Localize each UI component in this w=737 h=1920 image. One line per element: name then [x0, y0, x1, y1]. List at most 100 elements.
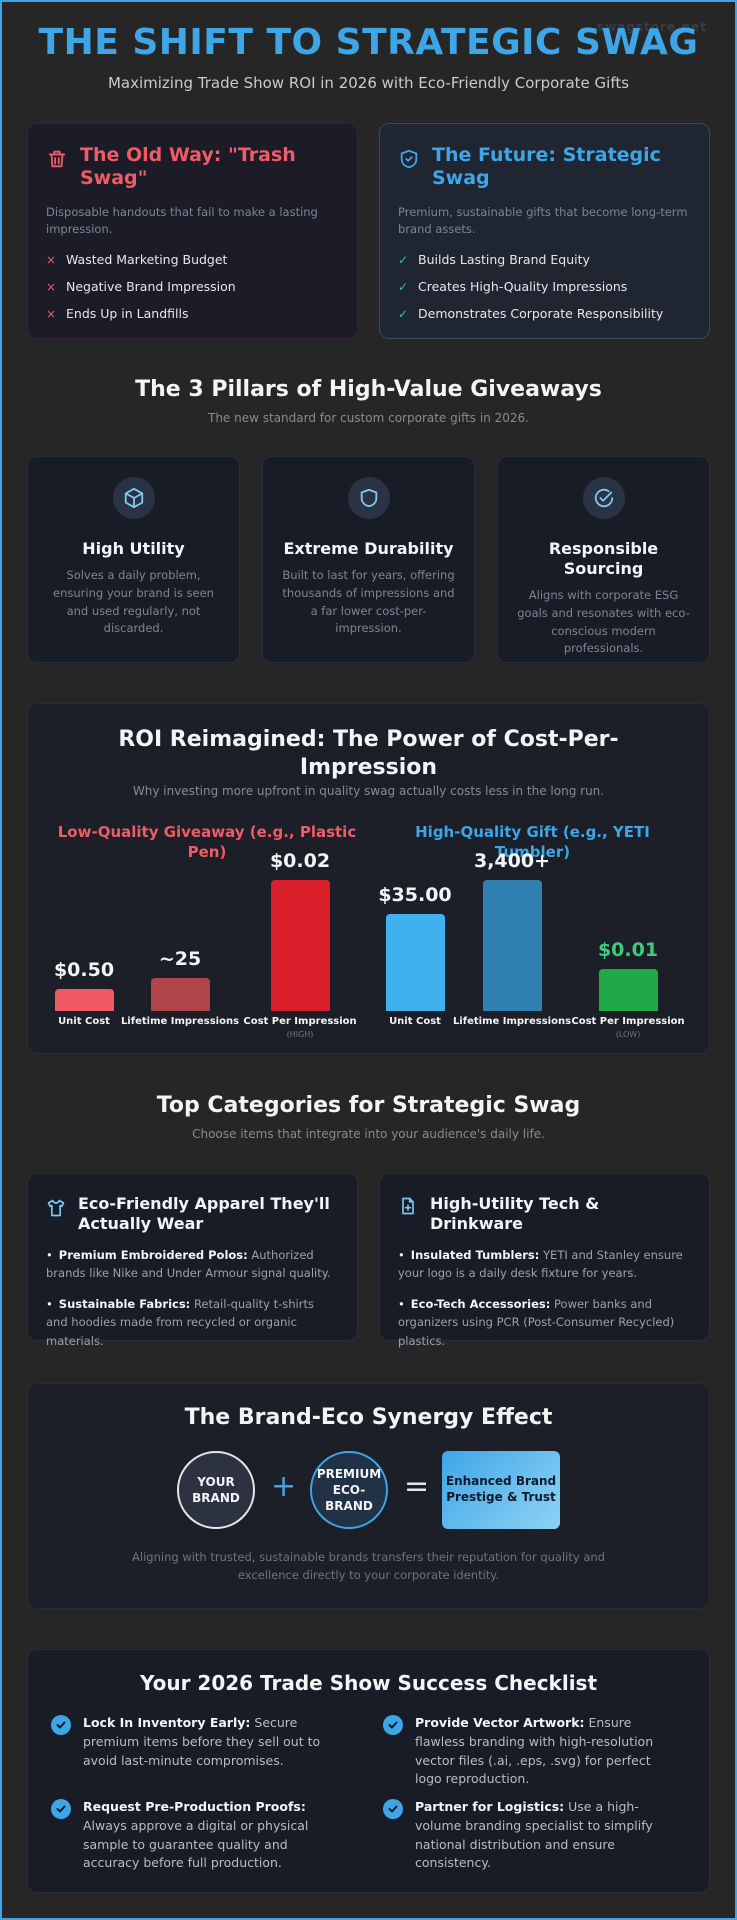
plus-sign: + — [271, 1469, 297, 1504]
list-item: • Eco-Tech Accessories: Power banks and o… — [398, 1295, 691, 1350]
categories-title: Top Categories for Strategic Swag — [156, 1093, 581, 1118]
check-circle-icon — [51, 1715, 71, 1735]
categories-subtitle: Choose items that integrate into your au… — [192, 1127, 545, 1141]
item-bold: Insulated Tumblers: — [410, 1248, 540, 1262]
document-plus-icon — [402, 1197, 414, 1215]
pillar-title: Extreme Durability — [283, 539, 454, 558]
checklist-item: Provide Vector Artwork: Ensure flawless … — [383, 1714, 673, 1789]
item-text: Authorized brands like Nike and Under Ar… — [46, 1248, 331, 1281]
old-way-title: The Old Way: "Trash Swag" — [80, 144, 296, 189]
x-mark-icon: × — [46, 306, 57, 321]
check-icon: ✓ — [398, 306, 409, 321]
roi-title: ROI Reimagined: The Power of Cost-Per-Im… — [118, 727, 619, 780]
chart-bar — [270, 880, 330, 1011]
synergy-title: The Brand-Eco Synergy Effect — [184, 1405, 553, 1430]
pillars-title: The 3 Pillars of High-Value Giveaways — [135, 377, 602, 402]
item-text: YETI and Stanley ensure your logo is a d… — [398, 1248, 683, 1281]
category-card: Eco-Friendly Apparel They'll Actually We… — [27, 1173, 358, 1348]
list-item: • Sustainable Fabrics: Retail-quality t-s… — [46, 1295, 339, 1350]
pillar-card: High Utility Solves a daily problem, ens… — [27, 456, 240, 663]
old-way-desc: Disposable handouts that fail to make a … — [46, 204, 318, 236]
bullet: • — [398, 1296, 405, 1311]
item-bold: Partner for Logistics: — [415, 1799, 565, 1814]
pillar-title: High Utility — [82, 539, 185, 558]
chart-data-label: $0.01 — [597, 939, 659, 961]
chart-category-label: Lifetime Impressions — [452, 1016, 572, 1027]
cube-icon — [124, 487, 143, 509]
shield-icon — [400, 149, 418, 169]
old-way-item: Ends Up in Landfills — [66, 306, 189, 322]
result-box: Enhanced Brand Prestige & Trust — [442, 1451, 560, 1529]
chart-data-label: ~25 — [158, 948, 202, 970]
checklist-card — [27, 1649, 710, 1893]
pillar-title: Responsible Sourcing — [548, 539, 659, 578]
chart-category-label: Unit Cost — [389, 1016, 441, 1027]
item-bold: Eco-Tech Accessories: — [410, 1296, 551, 1311]
check-circle-icon — [51, 1799, 71, 1819]
checklist-item: Request Pre-Production Proofs: Always ap… — [51, 1798, 341, 1873]
future-list: ✓ Builds Lasting Brand Equity ✓ Creates Hi… — [380, 238, 709, 321]
chart-bar — [54, 989, 114, 1011]
old-way-item: Wasted Marketing Budget — [66, 252, 228, 268]
hero-subtitle: Maximizing Trade Show ROI in 2026 with E… — [107, 74, 630, 92]
future-item: Creates High-Quality Impressions — [418, 279, 628, 295]
chart-category-label: Unit Cost — [58, 1016, 110, 1027]
your-brand-circle: YOUR BRAND — [177, 1451, 255, 1529]
pillars-subtitle: The new standard for custom corporate gi… — [208, 411, 529, 425]
equals-sign: = — [404, 1469, 430, 1504]
pillar-card: Extreme Durability Built to last for yea… — [262, 456, 475, 663]
category-list: • Insulated Tumblers: YETI and Stanley en… — [380, 1234, 709, 1350]
list-item: × Wasted Marketing Budget — [46, 252, 339, 267]
item-bold: Sustainable Fabrics: — [58, 1296, 191, 1311]
pillar-icon-circle — [112, 477, 155, 519]
item-text: Use a high-volume branding specialist to… — [415, 1799, 653, 1871]
chart-data-label: 3,400+ — [473, 850, 551, 872]
check-icon: ✓ — [398, 279, 409, 294]
old-way-item: Negative Brand Impression — [66, 279, 236, 295]
watermark: swagstore.net — [596, 20, 707, 34]
shirt-icon — [47, 1199, 65, 1217]
item-bold: Provide Vector Artwork: — [415, 1715, 585, 1730]
checklist-item: Lock In Inventory Early: Secure premium … — [51, 1714, 341, 1770]
pillar-icon-circle — [347, 477, 390, 519]
checklist-title: Your 2026 Trade Show Success Checklist — [139, 1671, 598, 1695]
list-item: • Premium Embroidered Polos: Authorized b… — [46, 1246, 339, 1283]
chart-group-label: Low-Quality Giveaway (e.g., Plastic Pen) — [57, 823, 357, 861]
future-item: Builds Lasting Brand Equity — [418, 252, 590, 268]
hero-title: THE SHIFT TO STRATEGIC SWAG — [38, 22, 699, 63]
chart-data-label: $0.02 — [269, 850, 331, 872]
chart-data-label: $0.50 — [53, 959, 115, 981]
checklist-item: Partner for Logistics: Use a high-volume… — [383, 1798, 673, 1873]
item-text: Retail-quality t-shirts and hoodies made… — [46, 1296, 314, 1348]
old-way-list: × Wasted Marketing Budget × Negative Brand… — [28, 238, 357, 321]
chart-note-label: (HIGH) — [286, 1030, 314, 1039]
item-text: Power banks and organizers using PCR (Po… — [398, 1296, 675, 1348]
chart-category-label: Lifetime Impressions — [120, 1016, 240, 1027]
bullet: • — [46, 1296, 53, 1311]
check-circle-icon — [594, 488, 613, 508]
list-item: ✓ Builds Lasting Brand Equity — [398, 252, 691, 267]
pillar-icon-circle — [582, 477, 625, 519]
chart-bar — [482, 880, 542, 1011]
bullet: • — [398, 1248, 405, 1262]
old-way-card: The Old Way: "Trash Swag" Disposable han… — [27, 123, 358, 339]
roi-subtitle: Why investing more upfront in quality sw… — [132, 784, 605, 798]
item-bold: Lock In Inventory Early: — [83, 1715, 251, 1730]
category-title: High-Utility Tech & Drinkware — [430, 1194, 600, 1233]
chart-bar — [598, 969, 658, 1011]
trash-icon — [48, 150, 66, 168]
list-item: × Ends Up in Landfills — [46, 306, 339, 321]
chart-bar — [150, 978, 210, 1011]
list-item: ✓ Creates High-Quality Impressions — [398, 279, 691, 294]
chart-note-label: (LOW) — [615, 1030, 641, 1039]
check-icon: ✓ — [398, 252, 409, 267]
item-text: Ensure flawless branding with high-resol… — [415, 1715, 654, 1787]
item-text: Secure premium items before they sell ou… — [83, 1715, 321, 1768]
pillar-desc: Aligns with corporate ESG goals and reso… — [517, 588, 690, 656]
pillar-desc: Solves a daily problem, ensuring your br… — [53, 568, 214, 636]
category-title: Eco-Friendly Apparel They'll Actually We… — [78, 1194, 330, 1233]
bullet: • — [46, 1248, 53, 1262]
chart-bar — [385, 914, 445, 1011]
list-item: • Insulated Tumblers: YETI and Stanley en… — [398, 1246, 691, 1283]
